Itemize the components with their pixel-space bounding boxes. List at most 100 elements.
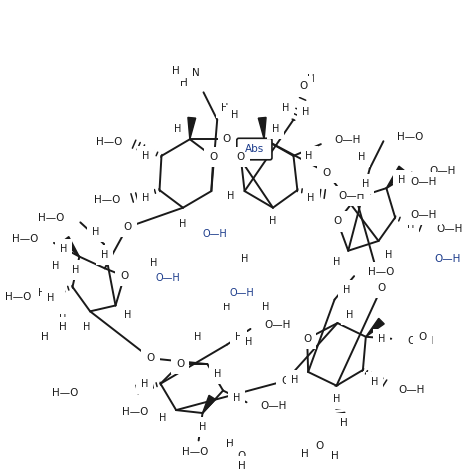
Text: O: O	[299, 81, 308, 91]
Text: H: H	[227, 191, 234, 201]
Text: O: O	[223, 134, 231, 144]
Text: H: H	[384, 249, 392, 259]
Text: H: H	[194, 332, 201, 342]
Text: O: O	[120, 271, 129, 281]
Text: H: H	[245, 337, 252, 347]
Text: H: H	[241, 254, 248, 264]
Text: N: N	[192, 68, 199, 78]
Text: O: O	[303, 334, 311, 344]
Polygon shape	[258, 118, 266, 139]
Text: O: O	[418, 332, 427, 342]
Text: H: H	[331, 451, 338, 461]
Polygon shape	[188, 118, 196, 139]
Text: H: H	[41, 332, 49, 342]
Text: O: O	[333, 217, 342, 227]
Text: O—H: O—H	[407, 336, 433, 346]
Text: H: H	[142, 151, 150, 161]
Text: H: H	[398, 175, 406, 185]
Text: O: O	[238, 451, 246, 461]
Text: O: O	[209, 152, 218, 162]
Text: H: H	[305, 151, 313, 161]
Text: H: H	[55, 322, 62, 332]
Text: Abs: Abs	[245, 144, 264, 154]
Text: H: H	[53, 288, 61, 298]
FancyBboxPatch shape	[237, 139, 272, 160]
Text: H: H	[345, 310, 353, 320]
Text: H: H	[407, 220, 414, 230]
Text: O—H: O—H	[411, 209, 437, 219]
Text: H: H	[341, 418, 348, 428]
Text: O: O	[147, 353, 155, 363]
Polygon shape	[203, 395, 216, 413]
Text: H: H	[262, 302, 270, 312]
Text: H: H	[72, 265, 79, 275]
Text: H: H	[308, 193, 315, 203]
Text: O—H: O—H	[264, 320, 290, 330]
Text: H: H	[333, 394, 340, 404]
Text: O: O	[377, 283, 385, 293]
Text: H: H	[333, 258, 340, 268]
Text: H: H	[180, 78, 188, 88]
Text: H: H	[101, 249, 109, 259]
Text: O—H: O—H	[411, 177, 437, 187]
Text: H: H	[179, 219, 187, 229]
Text: H: H	[307, 74, 315, 84]
Text: O—H: O—H	[335, 135, 361, 145]
Text: O—H: O—H	[156, 273, 181, 283]
Text: H: H	[362, 179, 370, 189]
Text: H: H	[150, 258, 158, 268]
Text: O—H: O—H	[338, 191, 365, 201]
Text: H—O: H—O	[12, 234, 38, 244]
Text: H: H	[231, 110, 239, 120]
Text: H: H	[358, 152, 366, 162]
Text: H: H	[371, 377, 378, 387]
Text: O—H: O—H	[429, 166, 456, 176]
Text: O: O	[176, 359, 184, 369]
Text: H: H	[59, 322, 67, 332]
Text: O: O	[316, 441, 324, 451]
Text: H—O: H—O	[38, 213, 65, 223]
Text: H: H	[221, 191, 229, 201]
Text: O: O	[237, 152, 245, 162]
Text: O: O	[123, 222, 131, 232]
Text: H: H	[159, 413, 166, 423]
Text: H: H	[142, 193, 150, 203]
Text: H: H	[378, 334, 385, 344]
Text: H: H	[291, 375, 298, 385]
Text: H: H	[123, 310, 131, 320]
Text: O: O	[322, 168, 331, 178]
Text: H: H	[199, 422, 206, 432]
Text: H: H	[52, 261, 60, 271]
Text: H: H	[221, 103, 229, 113]
Text: O—H: O—H	[434, 254, 460, 264]
Text: H: H	[343, 285, 350, 295]
Text: H: H	[92, 227, 100, 237]
Text: H—O: H—O	[182, 447, 208, 457]
Text: H: H	[60, 244, 68, 254]
Text: H: H	[269, 217, 277, 227]
Text: H: H	[59, 314, 67, 324]
Text: H—O: H—O	[52, 388, 78, 398]
Text: H: H	[238, 461, 246, 471]
Polygon shape	[62, 237, 79, 257]
Text: H: H	[223, 302, 231, 312]
Text: O—H: O—H	[260, 401, 287, 411]
Text: O—H: O—H	[203, 229, 227, 239]
Text: H: H	[302, 107, 309, 117]
Text: O—H: O—H	[229, 288, 254, 298]
Polygon shape	[366, 318, 384, 337]
Text: H: H	[82, 322, 90, 332]
Text: O—H: O—H	[398, 385, 425, 395]
Text: O: O	[281, 376, 290, 386]
Text: H: H	[38, 288, 45, 298]
Text: H—O: H—O	[123, 407, 149, 417]
Text: H: H	[233, 393, 240, 403]
Text: H: H	[174, 125, 182, 135]
Text: H: H	[213, 369, 221, 379]
Text: H—O: H—O	[96, 137, 123, 147]
Text: H: H	[172, 66, 180, 76]
Text: H—O: H—O	[5, 292, 31, 302]
Text: H: H	[235, 332, 242, 342]
Text: O—H: O—H	[436, 224, 463, 234]
Text: H: H	[179, 217, 187, 227]
